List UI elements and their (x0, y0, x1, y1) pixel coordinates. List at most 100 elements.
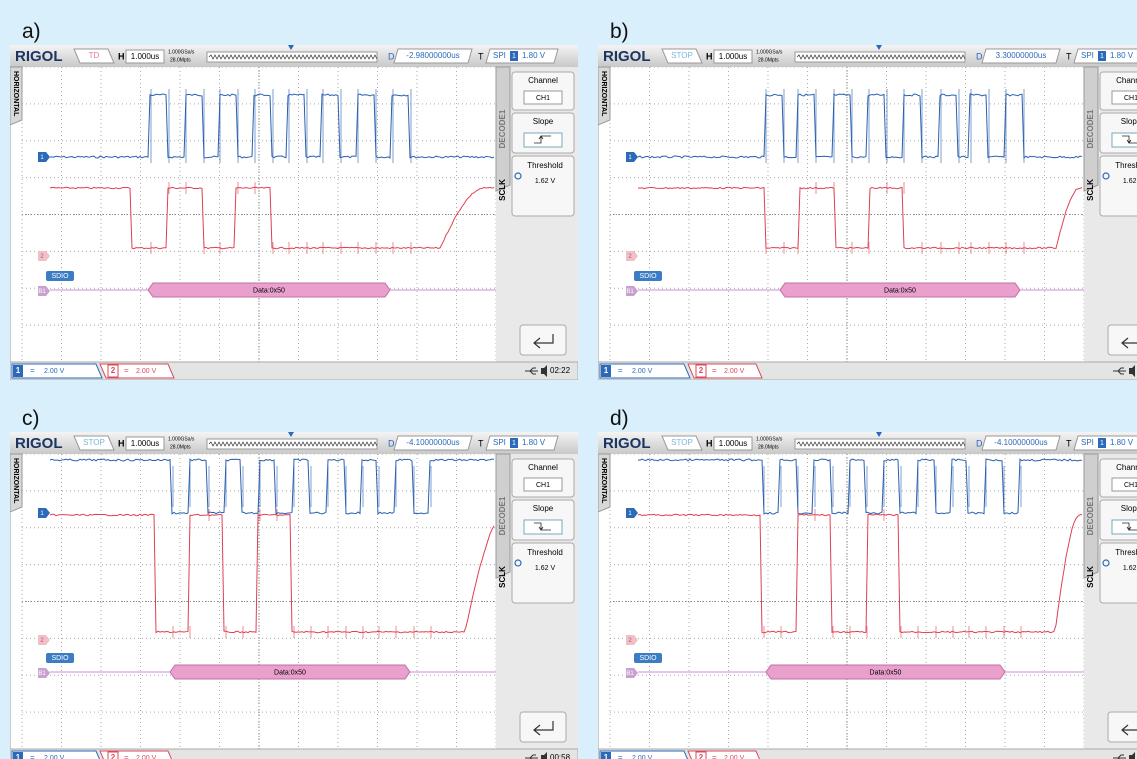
bus-name: SDIO (51, 273, 69, 280)
panel-label: d) (610, 407, 629, 431)
ch1-scale: 2.00 V (44, 755, 65, 759)
threshold-label: Threshold (527, 548, 563, 557)
screen-bg (10, 45, 578, 380)
ch1-id: 1 (604, 366, 609, 375)
threshold-label: Threshold (1115, 161, 1137, 170)
ch2-id: 2 (111, 753, 116, 759)
side-tab-label: HORIZONTAL (600, 71, 607, 117)
ch1-scale: 2.00 V (44, 368, 65, 375)
h-label: H (118, 438, 125, 448)
channel-label: Channel (528, 76, 558, 85)
memory-depth: 28.0Mpts (170, 444, 191, 450)
timebase: 1.000us (719, 439, 747, 448)
trigger-source: 1 (1100, 440, 1104, 447)
ch1-coupling: = (30, 753, 35, 759)
status: STOP (671, 438, 693, 447)
sample-rate: 1.000GSa/s (756, 436, 783, 442)
ch2-scale: 2.00 V (724, 755, 745, 759)
ch1-coupling: = (618, 753, 623, 759)
menu-title: DECODE1 (498, 109, 507, 148)
timebase: 1.000us (719, 52, 747, 61)
clock: 00:58 (550, 753, 571, 759)
ch2-scale: 2.00 V (136, 368, 157, 375)
value-box (1112, 133, 1137, 147)
channel-label: Channel (528, 463, 558, 472)
status: TD (89, 51, 100, 60)
decode-value: Data:0x50 (870, 669, 902, 676)
status: STOP (83, 438, 105, 447)
sample-rate: 1.000GSa/s (168, 436, 195, 442)
ch2-id: 2 (699, 753, 704, 759)
channel-value: CH1 (536, 95, 550, 102)
ch2-scale: 2.00 V (136, 755, 157, 759)
page: a)RIGOLTDH1.000us1.000GSa/s28.0MptsD-2.9… (0, 0, 1137, 759)
trigger-level: 1.80 V (1110, 51, 1134, 60)
brand: RIGOL (15, 48, 63, 65)
decode-value: Data:0x50 (253, 287, 285, 294)
menu-source: SCLK (1086, 566, 1095, 588)
timebase: 1.000us (131, 439, 159, 448)
timebase: 1.000us (131, 52, 159, 61)
channel-label: Channel (1116, 463, 1137, 472)
screen-bg (598, 45, 1137, 380)
trigger-type: SPI (1081, 438, 1094, 447)
ch2-coupling: = (712, 753, 717, 759)
channel-value: CH1 (1124, 482, 1137, 489)
return-button[interactable] (1108, 325, 1137, 355)
panel-label: b) (610, 20, 629, 44)
ch1-coupling: = (618, 366, 623, 375)
threshold-value: 1.62 V (1123, 565, 1137, 572)
ch2-id: 2 (699, 366, 704, 375)
screen-bg (598, 432, 1137, 759)
side-tab-label: HORIZONTAL (12, 71, 19, 117)
bus-marker: B1 (626, 289, 634, 295)
ch1-scale: 2.00 V (632, 368, 653, 375)
delay: 3.30000000us (996, 51, 1047, 60)
bus-name: SDIO (639, 273, 657, 280)
clock: 02:22 (550, 366, 571, 375)
slope-label: Slope (1121, 504, 1137, 513)
trigger-level: 1.80 V (522, 438, 546, 447)
ch2-scale: 2.00 V (724, 368, 745, 375)
menu-source: SCLK (498, 566, 507, 588)
ch2-coupling: = (124, 366, 129, 375)
bus-name: SDIO (51, 655, 69, 662)
channel-label: Channel (1116, 76, 1137, 85)
side-tab-label: HORIZONTAL (12, 458, 19, 504)
scope-screen: RIGOLSTOPH1.000us1.000GSa/s28.0MptsD3.30… (598, 45, 1137, 380)
d-label: D (976, 51, 983, 61)
t-label: T (1066, 51, 1072, 61)
d-label: D (976, 438, 983, 448)
h-label: H (706, 438, 713, 448)
memory-depth: 28.0Mpts (758, 57, 779, 63)
brand: RIGOL (15, 435, 63, 452)
h-label: H (706, 51, 713, 61)
threshold-label: Threshold (527, 161, 563, 170)
h-label: H (118, 51, 125, 61)
ch2-coupling: = (712, 366, 717, 375)
bus-name: SDIO (639, 655, 657, 662)
t-label: T (478, 438, 484, 448)
ch1-coupling: = (30, 366, 35, 375)
t-label: T (478, 51, 484, 61)
bus-marker: B1 (38, 671, 46, 677)
threshold-label: Threshold (1115, 548, 1137, 557)
threshold-value: 1.62 V (535, 565, 556, 572)
threshold-value: 1.62 V (1123, 178, 1137, 185)
trigger-type: SPI (493, 438, 506, 447)
slope-label: Slope (533, 117, 554, 126)
decode-value: Data:0x50 (884, 287, 916, 294)
value-box (524, 133, 562, 147)
trigger-level: 1.80 V (522, 51, 546, 60)
memory-depth: 28.0Mpts (758, 444, 779, 450)
d-label: D (388, 438, 395, 448)
menu-title: DECODE1 (1086, 109, 1095, 148)
delay: -2.98000000us (406, 51, 459, 60)
decode-value: Data:0x50 (274, 669, 306, 676)
return-button[interactable] (1108, 712, 1137, 742)
side-tab-label: HORIZONTAL (600, 458, 607, 504)
trigger-level: 1.80 V (1110, 438, 1134, 447)
return-button[interactable] (520, 712, 566, 742)
return-button[interactable] (520, 325, 566, 355)
